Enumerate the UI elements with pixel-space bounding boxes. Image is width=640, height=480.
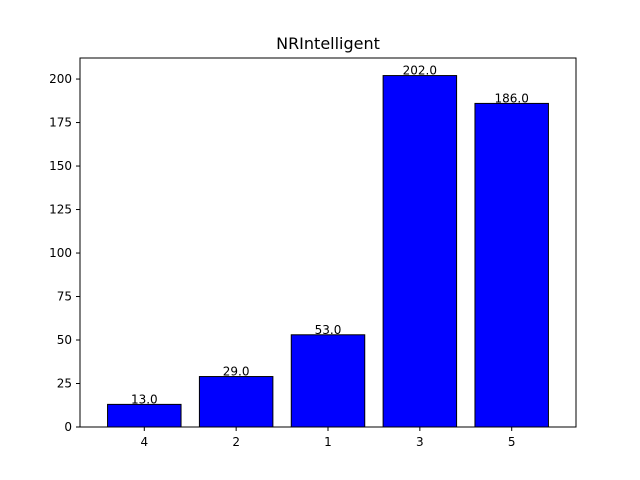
y-tick-label-100: 100: [49, 246, 72, 260]
bars-group: [107, 75, 549, 428]
y-axis-ticks: 0 25 50 75 100 125 150 175 200: [49, 72, 80, 434]
y-tick-label-200: 200: [49, 72, 72, 86]
data-label-2: 29.0: [223, 365, 250, 379]
chart-title: NRIntelligent: [276, 34, 380, 53]
y-tick-label-150: 150: [49, 159, 72, 173]
data-label-3: 202.0: [403, 64, 437, 78]
bar-5: [474, 102, 549, 428]
bar-3: [382, 75, 458, 428]
x-tick-label-5: 5: [508, 435, 516, 449]
y-tick-label-175: 175: [49, 116, 72, 130]
data-label-5: 186.0: [495, 91, 529, 105]
bar-4: [107, 403, 182, 428]
bar-2: [198, 376, 274, 428]
x-axis-ticks: 4 2 1 3 5: [140, 427, 516, 449]
x-tick-label-2: 2: [232, 435, 240, 449]
x-tick-label-3: 3: [416, 435, 424, 449]
y-tick-label-75: 75: [57, 290, 72, 304]
x-tick-label-4: 4: [140, 435, 148, 449]
data-label-4: 13.0: [131, 392, 158, 406]
plot-frame: [79, 57, 577, 428]
y-tick-label-25: 25: [57, 377, 72, 391]
x-tick-label-1: 1: [324, 435, 332, 449]
bar-1: [290, 334, 366, 428]
data-label-1: 53.0: [315, 323, 342, 337]
y-tick-label-0: 0: [64, 420, 72, 434]
y-tick-label-50: 50: [57, 333, 72, 347]
data-labels-group: 13.0 29.0 53.0 202.0 186.0: [131, 64, 529, 407]
y-tick-label-125: 125: [49, 203, 72, 217]
